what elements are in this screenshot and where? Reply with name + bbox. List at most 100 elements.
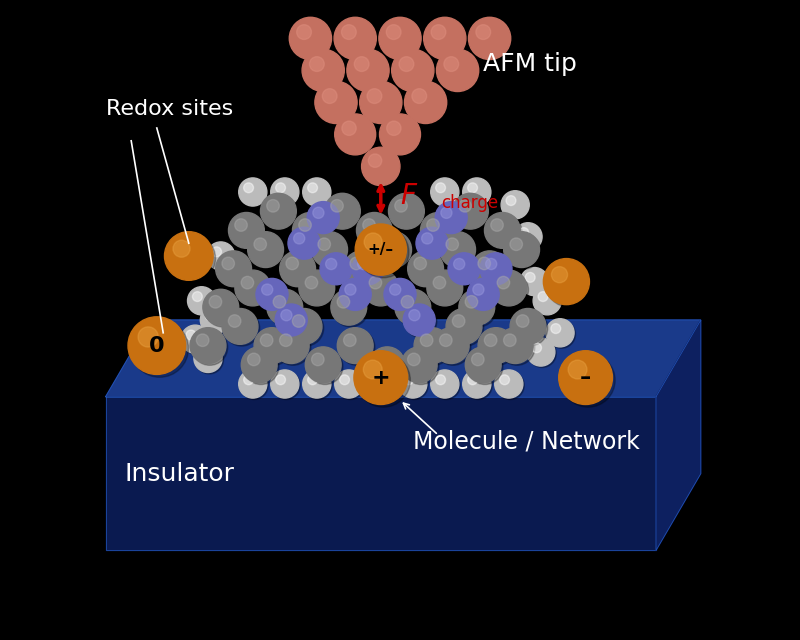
Circle shape: [339, 278, 371, 310]
Circle shape: [418, 228, 450, 261]
Circle shape: [562, 353, 615, 407]
Circle shape: [267, 289, 302, 325]
Circle shape: [345, 284, 356, 295]
Circle shape: [384, 278, 416, 310]
Circle shape: [491, 270, 526, 306]
Circle shape: [422, 233, 433, 244]
Circle shape: [514, 223, 542, 251]
Circle shape: [206, 242, 235, 270]
Circle shape: [435, 330, 471, 365]
Circle shape: [368, 371, 396, 399]
Circle shape: [309, 204, 341, 236]
Circle shape: [299, 270, 334, 306]
Circle shape: [337, 116, 378, 157]
Circle shape: [275, 304, 307, 336]
Circle shape: [522, 269, 550, 297]
Circle shape: [290, 17, 331, 60]
Circle shape: [436, 375, 446, 385]
Circle shape: [454, 259, 465, 269]
Circle shape: [247, 353, 260, 365]
Circle shape: [379, 114, 421, 155]
Circle shape: [234, 219, 247, 231]
Circle shape: [308, 183, 318, 193]
Polygon shape: [656, 320, 701, 550]
Circle shape: [355, 224, 406, 275]
Circle shape: [392, 49, 434, 92]
Circle shape: [390, 284, 401, 295]
Circle shape: [437, 49, 478, 92]
Circle shape: [368, 154, 382, 168]
Circle shape: [467, 278, 499, 310]
Circle shape: [342, 25, 356, 40]
Circle shape: [250, 234, 286, 269]
Circle shape: [448, 310, 484, 346]
Circle shape: [315, 81, 357, 124]
Circle shape: [266, 200, 279, 212]
Circle shape: [186, 330, 196, 340]
Circle shape: [173, 240, 190, 257]
Circle shape: [486, 259, 497, 269]
Circle shape: [337, 296, 350, 308]
Circle shape: [339, 330, 375, 365]
Text: Insulator: Insulator: [125, 461, 235, 486]
Circle shape: [534, 288, 562, 316]
Circle shape: [493, 272, 529, 308]
Circle shape: [434, 328, 469, 364]
Circle shape: [262, 284, 273, 295]
Circle shape: [270, 370, 299, 398]
Circle shape: [281, 310, 292, 321]
Circle shape: [378, 234, 414, 269]
Circle shape: [297, 25, 311, 40]
Circle shape: [403, 304, 435, 336]
Circle shape: [237, 272, 273, 308]
Circle shape: [224, 310, 260, 346]
Circle shape: [424, 17, 466, 60]
Circle shape: [420, 334, 433, 346]
Circle shape: [448, 253, 480, 285]
Circle shape: [310, 57, 324, 72]
Text: $\mathit{F}$: $\mathit{F}$: [400, 182, 418, 211]
Circle shape: [322, 89, 337, 104]
Circle shape: [311, 353, 324, 365]
Circle shape: [338, 328, 373, 364]
Circle shape: [484, 334, 497, 346]
Circle shape: [371, 349, 407, 385]
Circle shape: [352, 253, 384, 285]
Circle shape: [202, 307, 230, 335]
Circle shape: [386, 121, 401, 136]
Circle shape: [436, 183, 446, 193]
Circle shape: [452, 315, 465, 327]
Circle shape: [512, 310, 548, 346]
Circle shape: [358, 227, 409, 278]
Circle shape: [442, 234, 478, 269]
Circle shape: [506, 196, 516, 205]
Circle shape: [440, 232, 475, 268]
Circle shape: [260, 334, 273, 346]
Circle shape: [200, 306, 229, 334]
Circle shape: [165, 232, 213, 280]
Circle shape: [426, 19, 468, 61]
Circle shape: [381, 19, 423, 61]
Circle shape: [203, 289, 238, 325]
Circle shape: [467, 349, 503, 385]
Circle shape: [410, 253, 446, 289]
Circle shape: [503, 334, 516, 346]
Circle shape: [458, 200, 471, 212]
Circle shape: [128, 317, 186, 374]
Circle shape: [280, 251, 315, 287]
Text: Molecule / Network: Molecule / Network: [413, 429, 639, 454]
Circle shape: [302, 370, 331, 398]
Circle shape: [333, 291, 369, 327]
Circle shape: [480, 330, 516, 365]
Circle shape: [416, 227, 448, 259]
Circle shape: [322, 254, 354, 287]
Circle shape: [399, 57, 414, 72]
Circle shape: [131, 319, 189, 378]
Circle shape: [528, 339, 556, 367]
Circle shape: [459, 289, 494, 325]
Circle shape: [469, 280, 501, 312]
Circle shape: [433, 276, 446, 289]
Circle shape: [453, 193, 488, 229]
Circle shape: [375, 353, 388, 365]
Circle shape: [504, 232, 539, 268]
